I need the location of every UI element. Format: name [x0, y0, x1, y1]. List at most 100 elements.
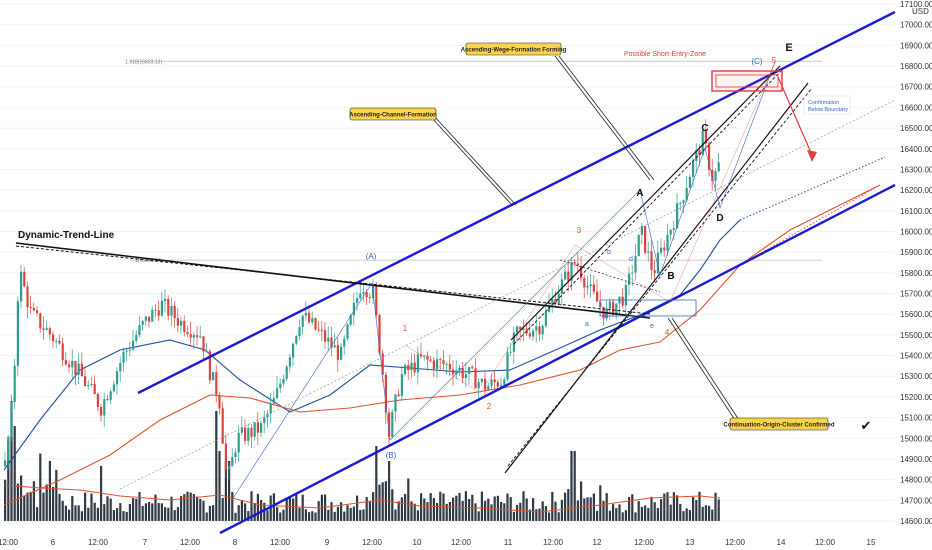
candle-body: [160, 300, 163, 316]
confirmation-box: [803, 95, 851, 115]
time-axis[interactable]: 12:00 6 12:00 7 12:00 8 12:00 9 12:00 10 12:00 11 12…: [0, 538, 876, 547]
volume-bar: [183, 494, 186, 521]
volume-bar: [288, 497, 291, 521]
volume-bar: [509, 497, 512, 521]
volume-bar: [224, 461, 227, 521]
volume-bar: [266, 510, 269, 521]
callout-pointer: [558, 55, 655, 181]
volume-bar: [516, 504, 519, 521]
volume-bar: [327, 509, 330, 521]
drawings[interactable]: (A) (B) (C) A B C D E 1 2 3 4 5 a b c d e: [15, 10, 896, 535]
candle-body: [84, 376, 87, 386]
time-tick-label: 12:00: [815, 538, 836, 547]
volume-bar: [640, 506, 643, 521]
price-tick-label: 16600.00: [900, 103, 932, 112]
wave-label-small-c: c: [604, 313, 608, 320]
volume-bar: [317, 501, 320, 521]
check-icon: ✔: [861, 418, 872, 433]
candle-body: [189, 334, 192, 338]
candle-body: [138, 324, 141, 336]
candle-body: [26, 286, 29, 308]
price-tick-label: 14600.00: [900, 517, 932, 526]
volume-bar: [557, 512, 560, 521]
volume-bar: [653, 502, 656, 521]
wave-label-b: B: [667, 271, 674, 282]
candle-body: [180, 320, 183, 326]
volume-bar: [237, 505, 240, 521]
wave-label-5: 5: [772, 56, 777, 65]
time-tick-label: 12: [593, 538, 602, 547]
ema-red-projection: [739, 184, 881, 266]
candle-body: [528, 333, 531, 337]
volume-bar: [160, 503, 163, 521]
candle-body: [301, 315, 304, 328]
candle-body: [80, 363, 83, 377]
candle-body: [148, 316, 151, 322]
candle-body: [58, 340, 61, 344]
candle-body: [656, 252, 659, 274]
volume-bar: [308, 512, 311, 521]
volume-bar: [285, 497, 288, 521]
time-tick-label: 15: [867, 538, 876, 547]
wave-label-e: E: [785, 42, 792, 54]
volume-bar: [164, 507, 167, 521]
candle-body: [292, 343, 295, 358]
price-axis[interactable]: 14600.00 14700.00 14800.00 14900.00 15000.00…: [897, 0, 932, 550]
wave-label-small-b: b: [607, 249, 611, 256]
candle-body: [224, 443, 227, 470]
candle-body: [500, 384, 503, 387]
fib-level-label: 1(15861.34): [135, 258, 162, 264]
volume-bar: [679, 503, 682, 521]
price-tick-label: 14900.00: [900, 455, 932, 464]
time-tick-label: 12:00: [543, 538, 564, 547]
candle-body: [538, 326, 541, 335]
candle-body: [55, 340, 58, 342]
candle-body: [436, 359, 439, 370]
volume-bar: [698, 491, 701, 521]
volume-bar: [32, 481, 35, 521]
candle-body: [676, 203, 679, 229]
candle-body: [615, 303, 618, 315]
volume-bar: [647, 507, 650, 521]
volume-bar: [391, 489, 394, 521]
candle-body: [586, 285, 589, 288]
volume-bar: [461, 501, 464, 521]
volume-bar: [535, 509, 538, 521]
volume-bar: [448, 502, 451, 521]
wave-label-2: 2: [487, 402, 492, 411]
candle-body: [128, 349, 131, 351]
candle-body: [423, 355, 426, 357]
volume-bar: [365, 497, 368, 521]
callout-box: [465, 42, 562, 56]
volume-bar: [496, 495, 499, 521]
volume-bar: [554, 501, 557, 521]
volume-bar: [45, 484, 48, 521]
confirmation-label: Below Boundary: [808, 107, 848, 113]
price-tick-label: 15000.00: [900, 434, 932, 443]
time-tick-label: 6: [51, 538, 56, 547]
candle-body: [628, 273, 631, 285]
volume-bar: [80, 511, 83, 521]
volume-bar: [717, 499, 720, 521]
candle-body: [295, 336, 298, 344]
volume-bar: [314, 512, 317, 521]
volume-bar: [151, 503, 154, 521]
short-arrow-head: [807, 150, 817, 162]
volume-bar: [676, 495, 679, 521]
volume-bar: [426, 502, 429, 521]
candle-body: [352, 302, 355, 316]
wave-label-3: 3: [577, 226, 582, 235]
volume-bar: [452, 497, 455, 521]
volume-bar: [423, 498, 426, 521]
candle-body: [564, 271, 567, 280]
ema-red-line: [3, 184, 881, 506]
candle-body: [231, 457, 234, 467]
volume-bar: [138, 491, 141, 521]
candle-body: [551, 298, 554, 306]
volume-bar: [228, 461, 231, 521]
volume-bar: [330, 502, 333, 521]
volume-bar: [599, 485, 602, 521]
volume-bar: [512, 511, 515, 521]
volume-moving-average: [3, 484, 721, 513]
